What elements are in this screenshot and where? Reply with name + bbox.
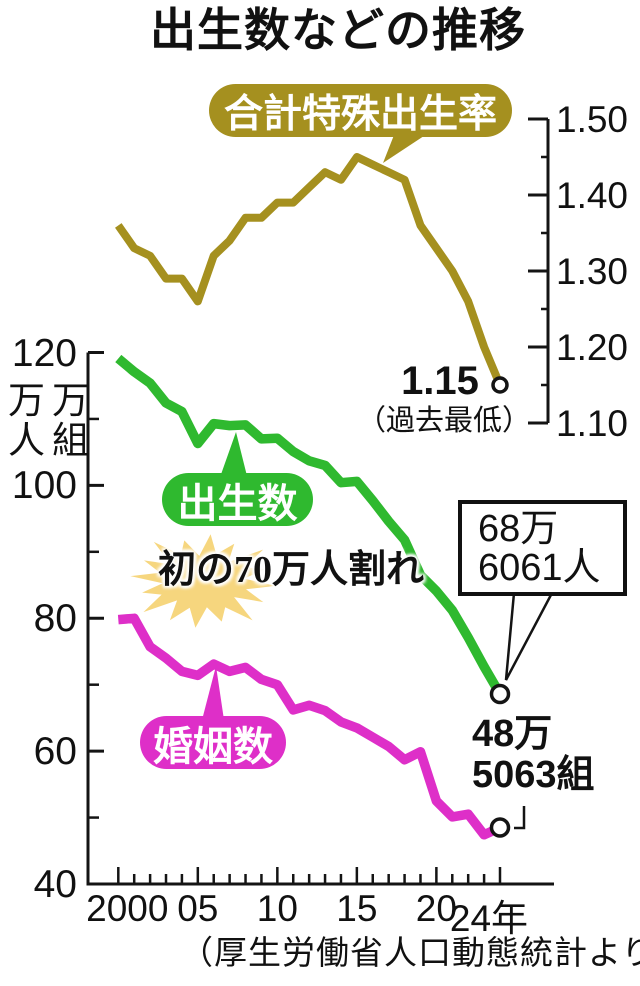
y-right-tick-label: 1.50 (556, 99, 629, 140)
births-line (115, 354, 505, 697)
births-badge-label: 出生数 (177, 481, 298, 526)
marriages-latest-line1: 48万 (472, 713, 553, 755)
y-left-unit-label: 万万 人組 (8, 381, 96, 461)
y-left-unit-line1: 万万 (8, 380, 96, 421)
tfr-latest-note: （過去最低） (356, 405, 531, 437)
x-tick-label: 20 (415, 888, 457, 929)
tfr-badge: 合計特殊出生率 (209, 84, 512, 137)
y-left-tick-label: 100 (11, 464, 77, 508)
y-right-tick-label: 1.40 (556, 175, 629, 216)
marriages-latest-label: 48万 5063組 (472, 714, 595, 796)
x-tick-label: 15 (336, 888, 378, 929)
marriages-badge-label: 婚姻数 (153, 724, 273, 769)
births-badge: 出生数 (162, 473, 313, 526)
marriages-line (117, 613, 502, 840)
y-right-tick-label: 1.20 (556, 327, 629, 368)
source-note: （厚生労働省人口動態統計より） (180, 934, 640, 971)
y-right-tick-label: 1.30 (556, 251, 629, 292)
births-latest-line2: 6061人 (478, 547, 601, 589)
births-callout-pointer (504, 591, 555, 681)
x-tick-label: 10 (256, 888, 298, 929)
x-tick-label: 24年 (449, 898, 529, 939)
starburst-note: 初の70万人割れ (158, 549, 425, 591)
tfr-line (115, 153, 504, 387)
x-tick-label: 05 (177, 888, 219, 929)
births-endpoint-marker (489, 683, 511, 705)
marriages-badge: 婚姻数 (140, 716, 286, 769)
y-left-tick-label: 40 (33, 863, 77, 906)
marriages-leader-line (514, 806, 526, 830)
tfr-endpoint-marker (491, 376, 509, 394)
y-left-tick-label: 60 (33, 730, 77, 774)
tfr-badge-pointer (383, 130, 433, 163)
starburst-shape (130, 534, 276, 628)
y-left-tick-label: 80 (33, 597, 77, 641)
marriages-badge-pointer (202, 666, 224, 720)
page-title: 出生数などの推移 (150, 4, 526, 56)
x-tick-label: 2000 (86, 888, 169, 929)
births-latest-text: 68万 6061人 (478, 510, 601, 588)
births-badge-pointer (219, 432, 248, 480)
marriages-endpoint-marker (489, 817, 511, 838)
tfr-latest-value: 1.15 (401, 359, 479, 403)
births-latest-callout-box: 68万 6061人 (458, 500, 627, 596)
y-right-tick-label: 1.10 (556, 403, 629, 444)
marriages-latest-line2: 5063組 (472, 754, 595, 796)
births-latest-line1: 68万 (478, 508, 559, 550)
tfr-badge-label: 合計特殊出生率 (223, 92, 497, 136)
y-left-unit-line2: 人組 (8, 420, 96, 461)
y-left-tick-label: 120 (11, 331, 77, 375)
